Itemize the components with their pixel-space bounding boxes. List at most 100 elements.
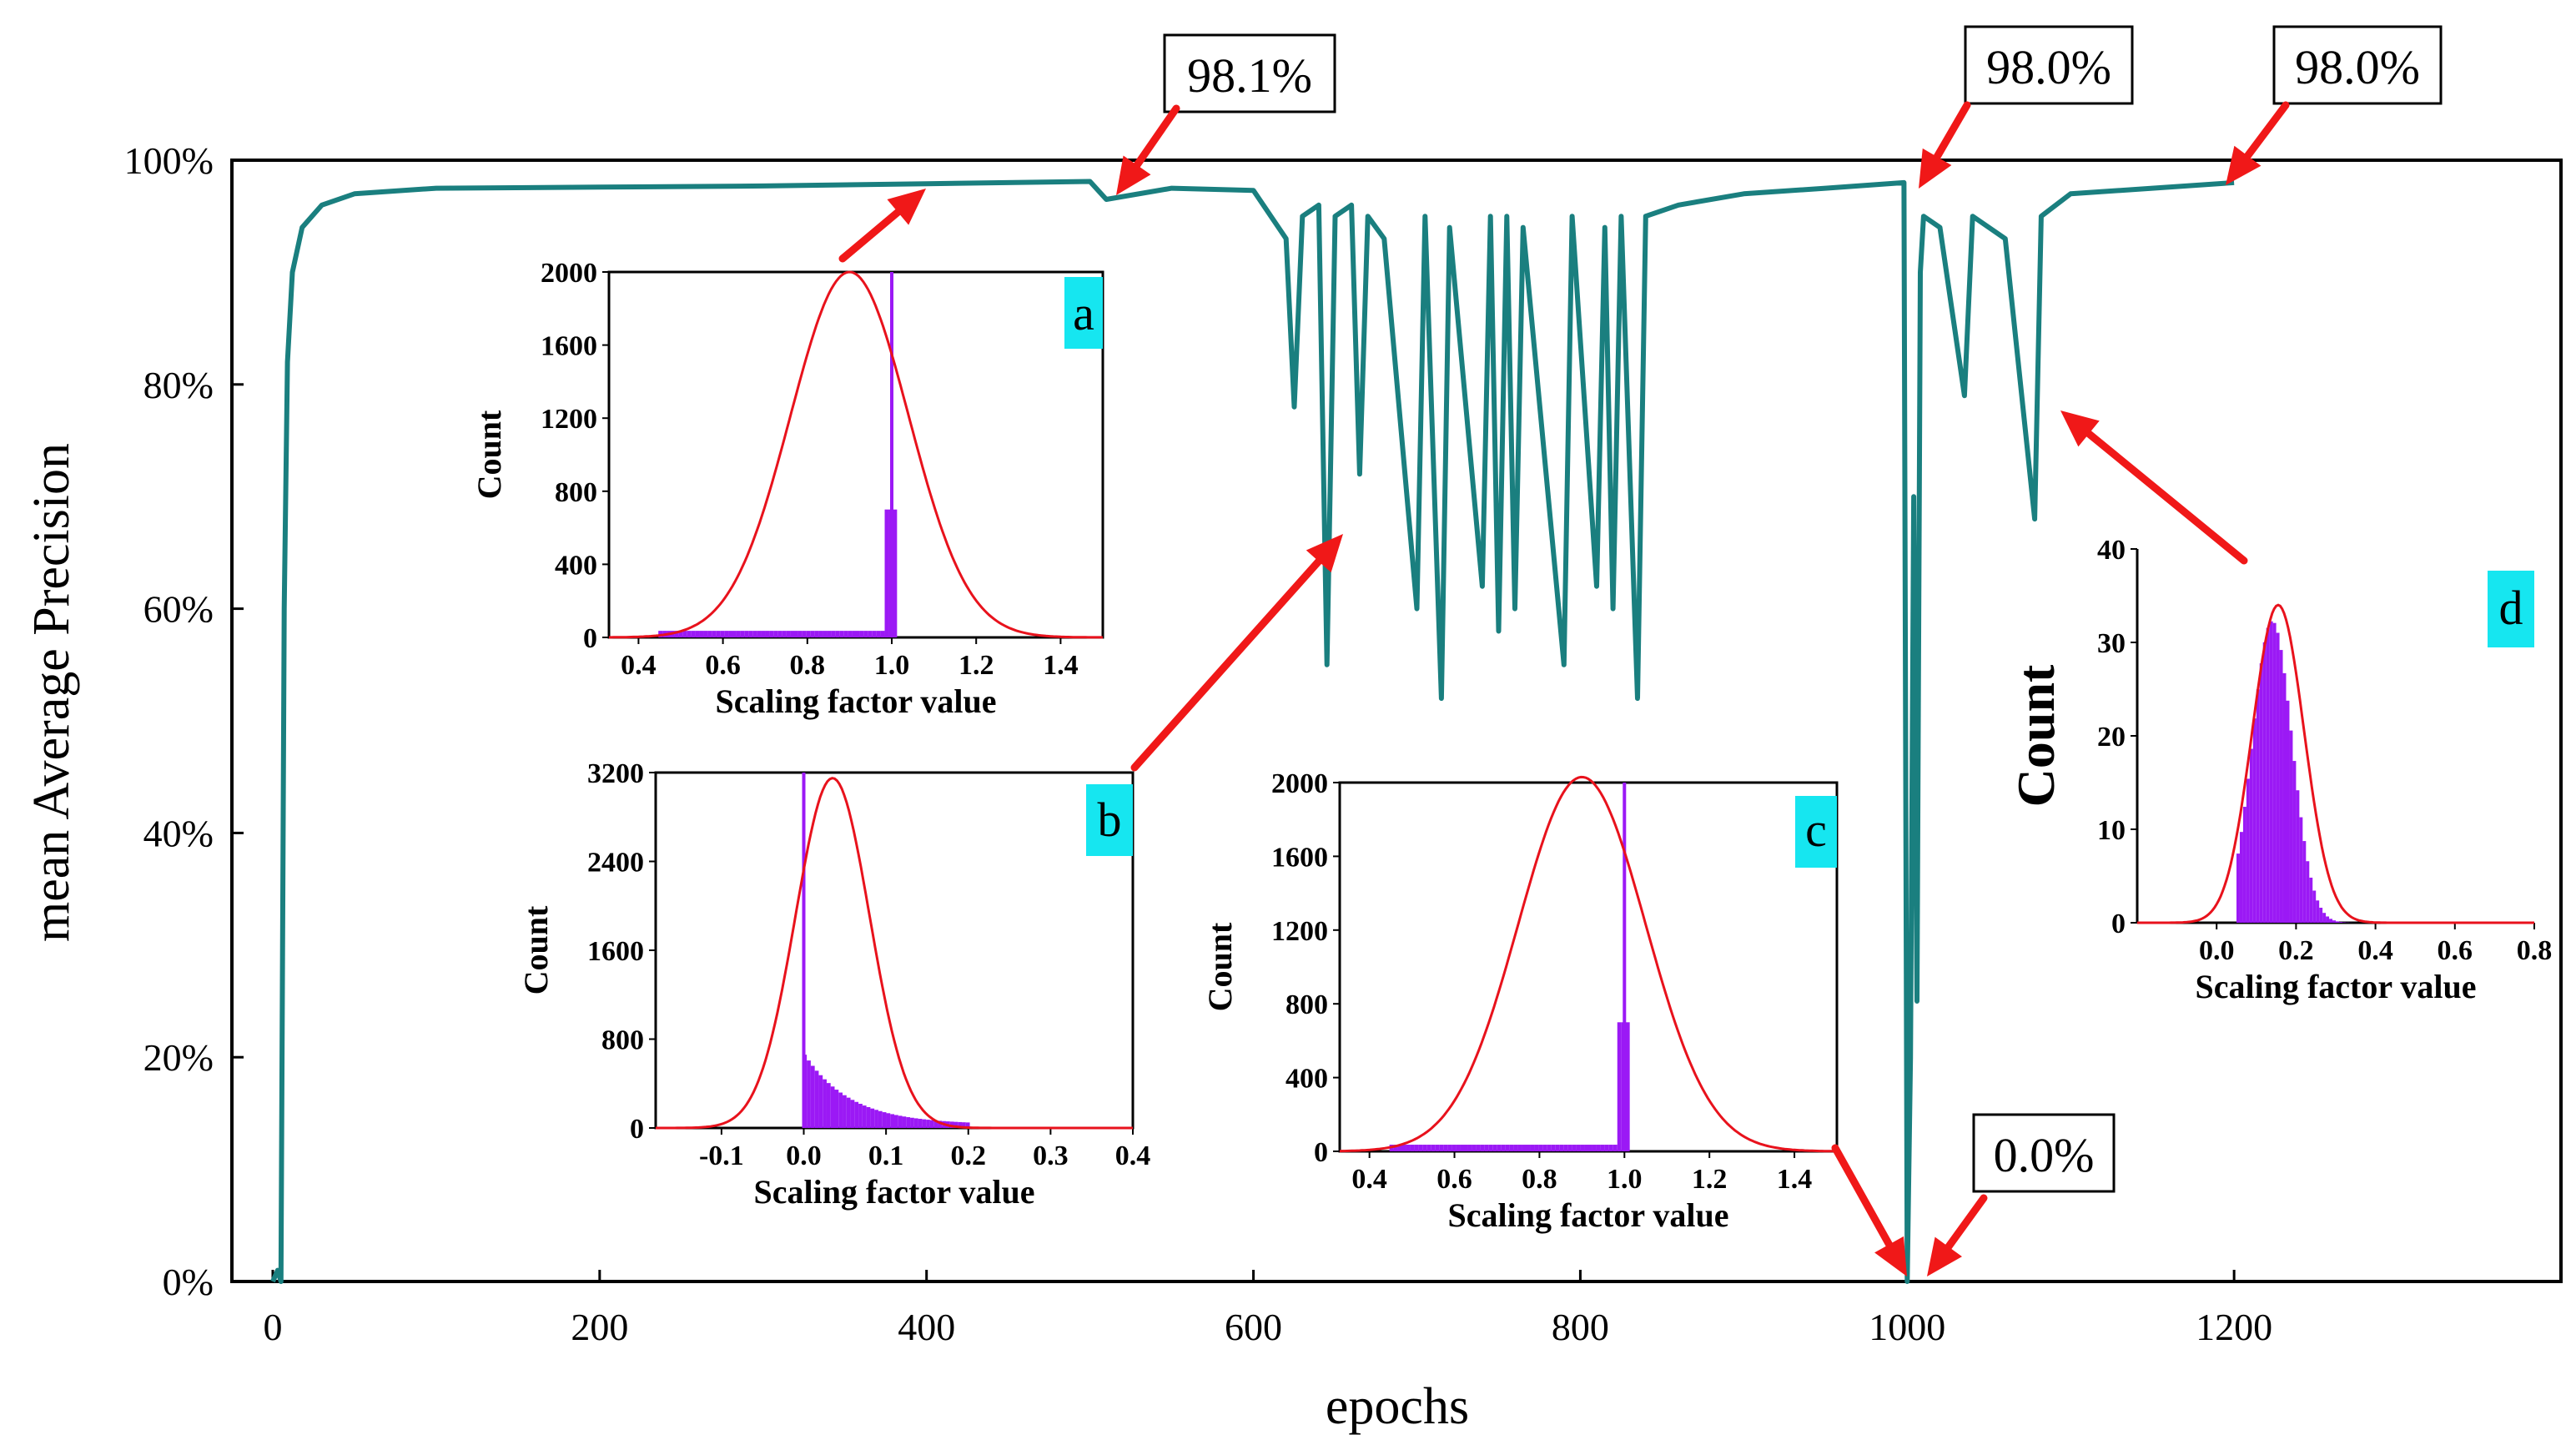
inset-hist-bar <box>744 631 749 637</box>
inset-hist-bar <box>1600 1145 1605 1151</box>
inset-hist-bar <box>880 631 885 637</box>
red-arrow-head <box>1927 1236 1962 1276</box>
inset-x-tick-label: 1.0 <box>1607 1164 1643 1195</box>
inset-a-tag-bg <box>1064 277 1103 349</box>
inset-hist-bar <box>868 631 873 637</box>
inset-x-axis-label: Scaling factor value <box>1447 1196 1728 1234</box>
inset-x-tick-label: 1.2 <box>958 650 994 681</box>
inset-hist-bar <box>1530 1145 1535 1151</box>
inset-hist-bar <box>862 1105 867 1128</box>
y-tick-label: 0% <box>163 1261 214 1303</box>
inset-x-tick-label: 0.6 <box>1436 1164 1472 1195</box>
inset-x-tick-label: 0.2 <box>951 1140 987 1171</box>
inset-hist-bar <box>1406 1145 1411 1151</box>
inset-hist-bar <box>2272 622 2277 923</box>
inset-hist-bar <box>2266 627 2270 923</box>
inset-hist-bar <box>876 631 881 637</box>
red-arrow-head <box>1306 534 1343 573</box>
inset-y-tick-label: 1600 <box>587 936 644 967</box>
inset-hist-bar <box>1401 1145 1406 1151</box>
red-arrow-shaft <box>1831 1144 1894 1249</box>
red-arrow-head <box>2226 145 2262 185</box>
inset-hist-bar <box>802 631 807 637</box>
inset-hist-bar <box>2239 832 2243 923</box>
inset-b-tag: b <box>1098 793 1122 847</box>
red-arrow-shaft <box>1133 104 1180 169</box>
inset-y-tick-label: 1600 <box>541 331 597 362</box>
inset-hist-bar <box>703 631 708 637</box>
inset-y-tick-label: 1200 <box>1271 916 1328 947</box>
red-arrow <box>838 189 926 263</box>
inset-fit-curve <box>1339 775 1837 1153</box>
inset-hist-bar <box>835 631 840 637</box>
inset-hist-bar <box>2326 916 2330 923</box>
inset-hist-bar <box>716 631 721 637</box>
inset-b: -0.1 0.0 0.1 0.2 0.3 0.4 0 800 1600 2400 3200 Scali… <box>517 758 1150 1211</box>
inset-d: 0.0 0.2 0.4 0.6 0.8 0 10 20 30 40 Scaling factor v… <box>2006 535 2552 1005</box>
inset-hist-bar <box>1431 1145 1436 1151</box>
inset-x-tick-label: 0.8 <box>790 650 826 681</box>
inset-hist-bar <box>866 1106 871 1128</box>
inset-fit-curve <box>656 777 1133 1130</box>
inset-hist-bar <box>695 631 700 637</box>
red-arrow <box>2226 101 2290 185</box>
inset-hist-bar <box>1567 1145 1572 1151</box>
inset-hist-bar <box>863 631 868 637</box>
inset-y-tick-label: 800 <box>1285 989 1328 1020</box>
red-arrow <box>1927 1194 1988 1276</box>
inset-y-tick-label: 2000 <box>541 258 597 289</box>
red-arrow <box>1831 1144 1907 1276</box>
inset-hist-bar <box>1572 1145 1577 1151</box>
inset-hist-bar <box>1588 1145 1592 1151</box>
inset-hist-bar <box>736 631 741 637</box>
inset-hist-bar <box>2332 920 2336 923</box>
inset-hist-bar <box>830 1086 835 1128</box>
inset-hist-bar <box>1492 1145 1497 1151</box>
inset-y-tick-label: 0 <box>1314 1137 1328 1168</box>
inset-hist-bar <box>1608 1145 1613 1151</box>
inset-fit-curve <box>609 270 1104 639</box>
inset-hist-bar <box>2242 807 2246 923</box>
red-arrow-head <box>1919 148 1952 189</box>
inset-hist-bar <box>2269 621 2273 923</box>
inset-hist-bar <box>859 631 864 637</box>
inset-hist-bar <box>810 1065 815 1128</box>
inset-hist-bar <box>2252 718 2257 923</box>
red-arrow-head <box>887 189 926 225</box>
y-tick-label: 20% <box>143 1036 214 1079</box>
inset-hist-bar <box>769 631 774 637</box>
inset-hist-bar <box>843 1095 847 1128</box>
inset-hist-bar <box>872 631 877 637</box>
inset-hist-bar <box>926 1120 930 1128</box>
inset-hist-bar <box>1513 1145 1518 1151</box>
inset-x-tick-label: 0.4 <box>1115 1140 1151 1171</box>
y-axis-label: mean Average Precision <box>23 443 80 942</box>
inset-hist-bar <box>818 631 823 637</box>
inset-hist-bar <box>874 1110 878 1128</box>
inset-hist-bar <box>962 1122 966 1128</box>
inset-hist-bar <box>1443 1145 1448 1151</box>
inset-x-axis-label: Scaling factor value <box>2195 968 2476 1005</box>
inset-hist-bar <box>884 509 889 637</box>
inset-hist-bar <box>2276 632 2280 923</box>
inset-y-tick-label: 400 <box>555 550 597 581</box>
inset-hist-bar <box>806 631 811 637</box>
inset-hist-bar <box>831 631 836 637</box>
inset-hist-bar <box>933 1120 938 1128</box>
map-series-line <box>270 179 2235 1284</box>
inset-hist-bar <box>1501 1145 1506 1151</box>
red-arrow <box>1116 104 1180 195</box>
callout-label-3: 98.0% <box>2295 40 2420 94</box>
inset-hist-bar <box>1625 1022 1630 1151</box>
inset-hist-bar <box>1534 1145 1539 1151</box>
inset-hist-bar <box>797 631 802 637</box>
inset-hist-bar <box>1580 1145 1585 1151</box>
inset-y-tick-label: 2400 <box>587 848 644 879</box>
main-series <box>270 179 2235 1284</box>
inset-hist-bar <box>1505 1145 1510 1151</box>
inset-hist-bar <box>1497 1145 1502 1151</box>
inset-hist-bar <box>870 1108 875 1128</box>
inset-hist-bar <box>2289 730 2293 923</box>
